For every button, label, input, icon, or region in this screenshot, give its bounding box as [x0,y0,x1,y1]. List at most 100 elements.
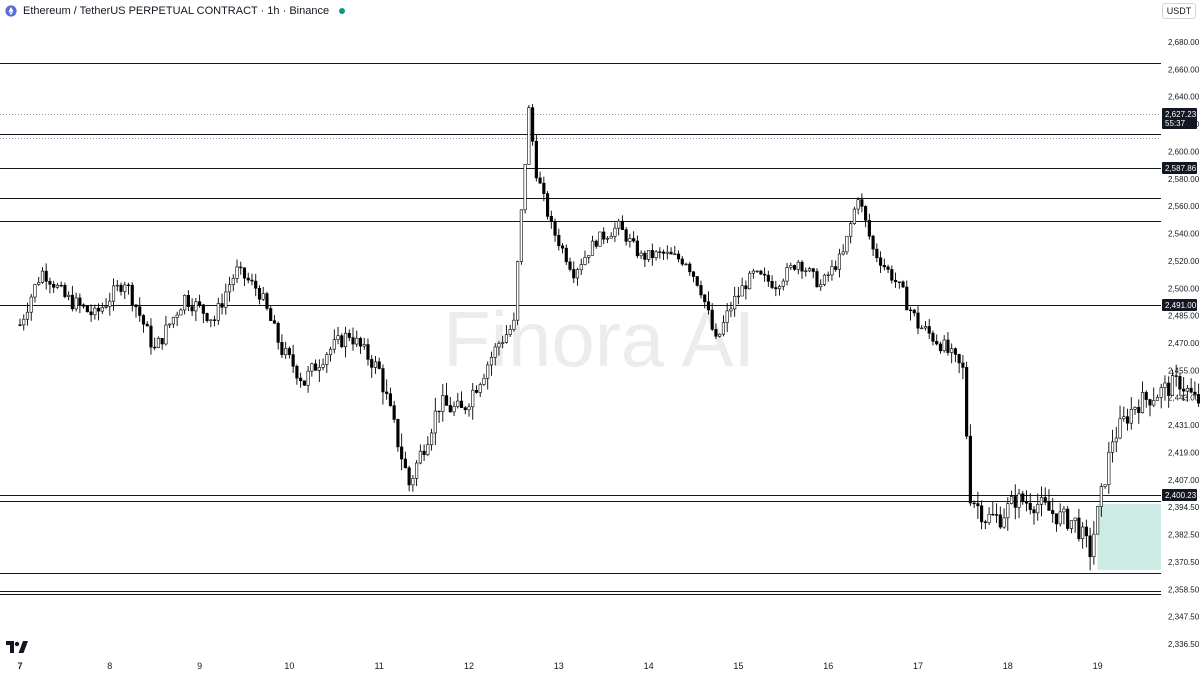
candle-up [478,384,482,393]
currency-button[interactable]: USDT [1162,3,1196,19]
candle-down [448,405,452,413]
candle-down [257,287,262,300]
candle-down [280,342,284,355]
candle-down [1032,509,1036,514]
price-tick-label: 2,485.00 [1168,312,1200,321]
candle-up [523,164,527,211]
candle-up [740,285,744,297]
candle-up [1140,392,1145,413]
candle-down [658,251,662,253]
candle-up [736,295,740,298]
price-axis[interactable]: 2,680.002,660.002,640.002,620.002,600.00… [1168,38,1200,649]
candle-down [890,269,894,281]
candle-up [355,337,359,345]
candle-down [1066,508,1070,529]
candle-up [1103,484,1107,487]
candle-up [849,223,853,237]
candle-down [1167,382,1171,396]
candle-up [598,231,602,247]
candle-up [156,337,161,348]
candle-down [632,238,636,242]
candle-down [792,265,797,270]
candle-up [336,335,340,340]
current-price-tag [1162,108,1197,129]
candle-up [673,253,677,256]
candle-down [680,258,684,265]
candle-down [82,304,86,307]
candle-up [1017,493,1021,508]
level-price-tag [1162,162,1197,174]
price-tick-label: 2,680.00 [1168,38,1200,47]
candle-down [568,261,572,270]
candle-down [437,410,441,413]
candle-up [1092,533,1096,558]
candle-down [299,377,303,382]
candle-down [676,253,681,260]
candle-down [1084,526,1088,537]
candle-up [665,251,669,254]
candle-up [175,314,179,318]
candle-up [227,284,232,293]
candle-down [860,199,864,207]
candle-up [343,332,348,348]
candle-up [433,410,437,434]
time-tick-label: 18 [1003,661,1013,671]
candle-down [392,405,396,420]
price-tick-label: 2,470.00 [1168,339,1200,348]
candle-down [983,521,987,523]
candle-up [67,294,71,297]
time-axis[interactable]: 7 8 9 10 11 12 13 14 15 16 17 18 19 [17,661,1102,671]
candle-up [628,238,632,242]
candle-down [388,393,392,406]
candle-down [669,251,673,255]
price-tick-label: 2,347.50 [1168,613,1200,622]
candle-down [153,346,157,349]
time-tick-label: 19 [1093,661,1103,671]
candle-down [291,354,295,367]
candle-up [1152,400,1156,406]
candle-up [216,303,220,321]
candle-down [995,514,999,516]
candle-down [254,280,258,289]
tradingview-logo-icon[interactable] [6,640,28,654]
price-tick-label: 2,660.00 [1168,65,1200,74]
candle-down [1024,501,1029,504]
candle-up [504,334,508,343]
candle-down [815,271,819,288]
candle-down [703,294,707,303]
candle-up [748,272,752,290]
candle-down [269,308,273,321]
candle-down [1174,375,1178,377]
candle-down [714,328,718,337]
candle-down [1028,502,1032,510]
candle-up [508,329,512,335]
candle-down [867,219,871,237]
candle-up [497,343,501,348]
candle-down [968,435,972,504]
candle-up [471,389,475,408]
price-tick-label: 2,600.00 [1168,147,1200,156]
candle-down [1013,496,1017,508]
time-tick-label: 16 [823,661,833,671]
candle-up [942,339,946,352]
time-tick-label: 11 [375,661,384,671]
candle-down [886,266,890,270]
candle-down [864,206,868,221]
price-tick-label: 2,358.50 [1168,585,1200,594]
symbol-title[interactable]: Ethereum / TetherUS PERPETUAL CONTRACT ·… [23,5,330,17]
candle-down [938,343,943,352]
price-tick-label: 2,431.00 [1168,421,1200,430]
candle-down [239,266,243,269]
candle-up [830,266,834,276]
candle-down [980,505,984,523]
candle-up [456,400,460,407]
candle-down [650,250,654,259]
candle-up [852,208,856,224]
candle-down [691,271,696,277]
level-price-tag [1162,299,1197,311]
candle-down [661,251,666,254]
candle-up [29,296,33,313]
candle-up [328,348,333,355]
candle-up [777,286,782,290]
